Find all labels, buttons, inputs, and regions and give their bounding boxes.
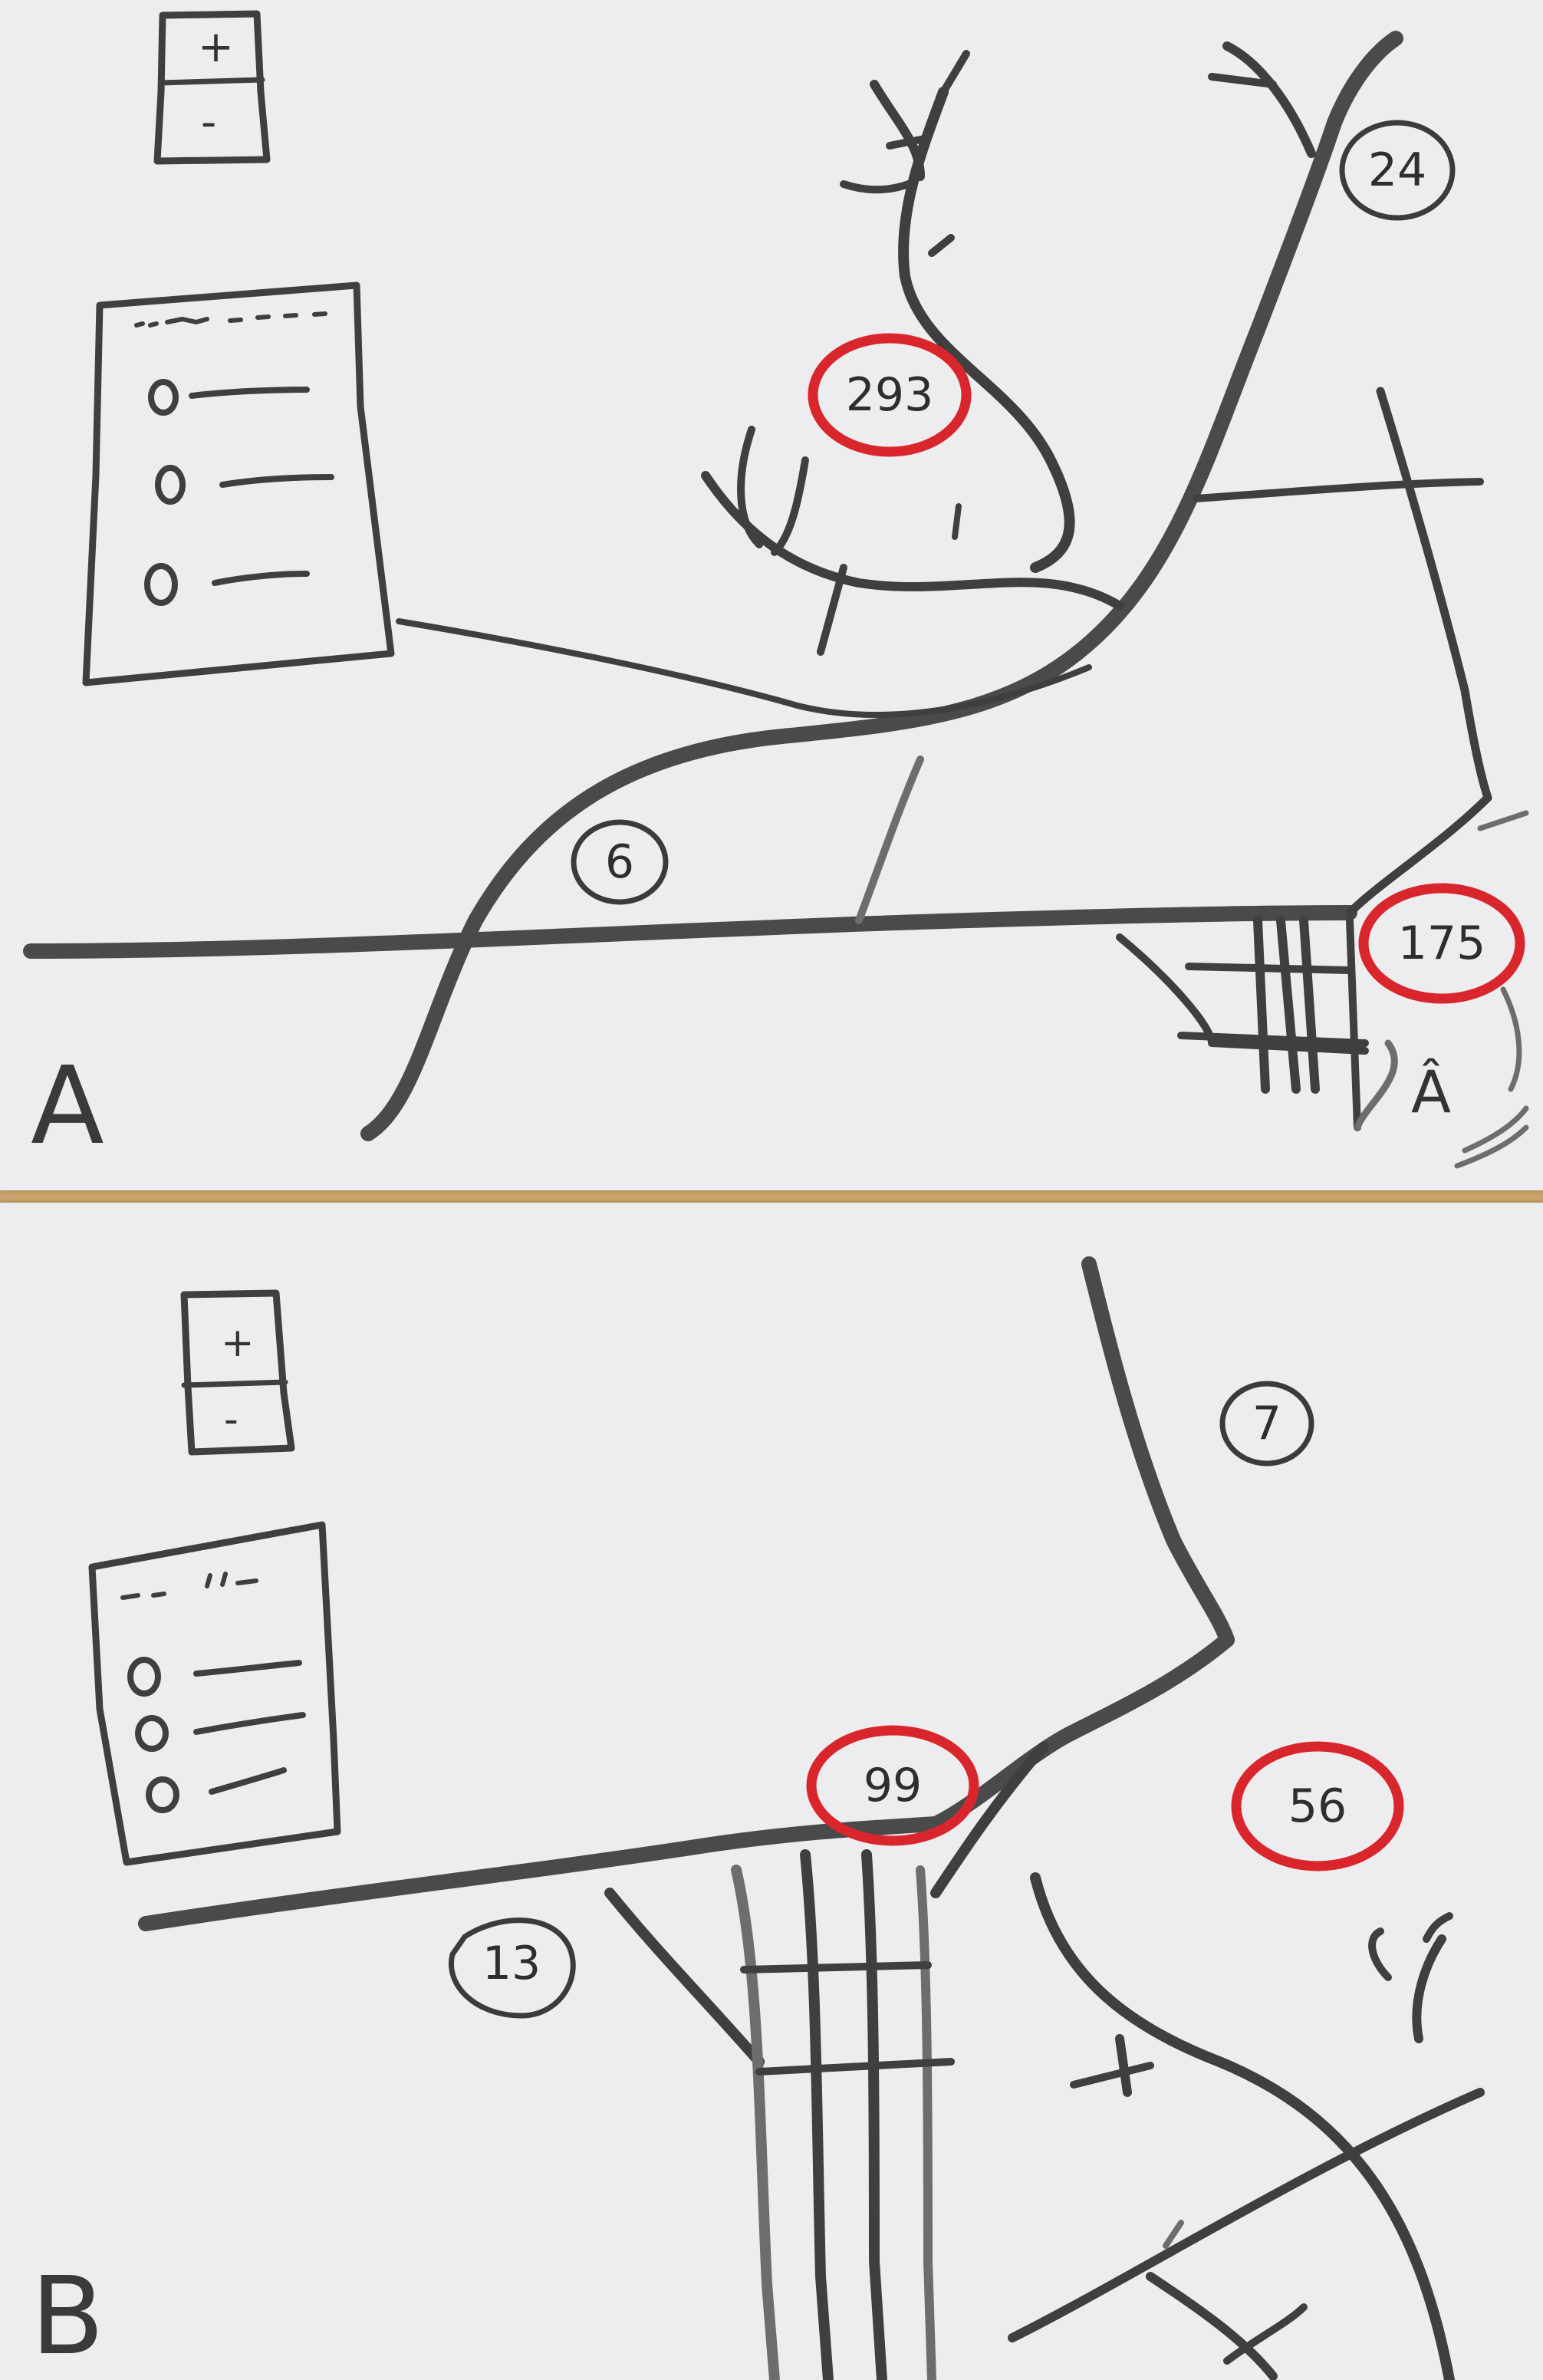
radio-icon[interactable] [127, 1657, 161, 1697]
road-network-b [138, 1256, 1485, 2380]
legend-row[interactable] [144, 563, 310, 606]
svg-text:Â: Â [1411, 1058, 1451, 1126]
route-badge-highlighted[interactable]: 175 [1358, 883, 1525, 1004]
zoom-out-button[interactable]: - [224, 1397, 239, 1443]
route-badge[interactable]: 24 [1339, 120, 1456, 221]
radio-icon[interactable] [144, 563, 178, 606]
zoom-control[interactable]: + - [153, 10, 271, 165]
layer-legend-panel[interactable] [82, 281, 395, 686]
route-badge-highlighted[interactable]: 99 [806, 1725, 979, 1846]
route-badge-label: 24 [1368, 143, 1426, 197]
route-badge-label: 13 [482, 1937, 541, 1990]
map-canvas-a: + - [23, 10, 1529, 1169]
zoom-out-button[interactable]: - [201, 97, 216, 147]
route-badge[interactable]: 6 [571, 819, 669, 905]
radio-icon[interactable] [135, 1715, 169, 1752]
route-badge-highlighted[interactable]: 56 [1231, 1741, 1404, 1871]
zoom-in-button[interactable]: + [198, 22, 234, 72]
road-network-a [23, 31, 1529, 1169]
legend-row[interactable] [127, 1657, 302, 1697]
sheet-label: B [31, 2254, 104, 2379]
route-badge-label: 99 [864, 1759, 922, 1812]
legend-row[interactable] [146, 1767, 287, 1813]
route-badge-label: 6 [605, 835, 634, 889]
radio-icon[interactable] [155, 465, 186, 505]
route-badge-label: 7 [1252, 1397, 1281, 1450]
route-badge-highlighted[interactable]: 293 [808, 333, 972, 457]
map-sketch-a: + - [0, 0, 1543, 1190]
radio-icon[interactable] [146, 1776, 179, 1813]
zoom-control[interactable]: + - [180, 1289, 295, 1456]
route-badge-label: 175 [1398, 917, 1486, 970]
radio-icon[interactable] [148, 379, 179, 416]
route-badge[interactable]: 13 [449, 1917, 576, 2019]
map-sketch-b: + - [0, 1203, 1543, 2380]
sheet-label: A [31, 1044, 104, 1169]
layer-legend-panel[interactable] [88, 1521, 341, 1866]
route-badge[interactable]: 7 [1219, 1381, 1314, 1467]
legend-row[interactable] [148, 379, 310, 416]
route-badge-label: 56 [1288, 1779, 1347, 1833]
legend-row[interactable] [155, 465, 334, 505]
route-badge-label: 293 [846, 368, 934, 422]
map-canvas-b: + - [31, 1256, 1485, 2380]
zoom-in-button[interactable]: + [221, 1320, 255, 1366]
location-marker-icon: Â [1411, 1058, 1451, 1126]
legend-row[interactable] [135, 1712, 306, 1752]
